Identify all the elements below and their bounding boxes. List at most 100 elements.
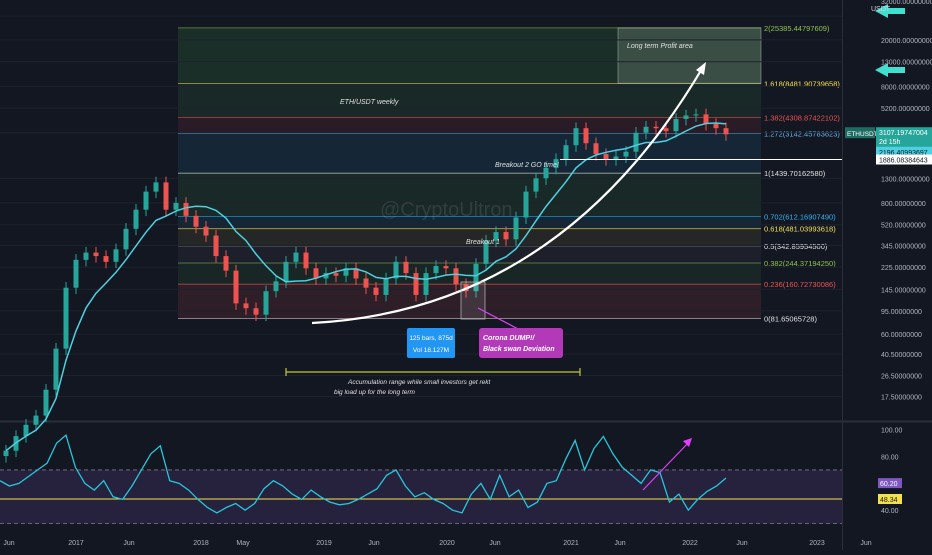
candle-body [73, 259, 79, 288]
symbol-tag-text: ETHUSDT [847, 131, 878, 138]
candle-body [203, 226, 209, 236]
time-axis-tick: Jun [368, 540, 379, 547]
candle-body [533, 178, 539, 192]
breakout-1-label: Breakout 1 [466, 239, 500, 246]
rsi-axis-tick: 80.00 [881, 455, 899, 462]
time-axis-tick: Jun [489, 540, 500, 547]
price-axis-tick: 32000.00000000 [881, 0, 932, 6]
candle-body [213, 235, 219, 257]
time-axis-tick: 2022 [682, 540, 698, 547]
candle-body [403, 261, 409, 274]
candle-body [343, 268, 349, 276]
fib-band [178, 173, 761, 217]
candle-body [453, 268, 459, 285]
fib-level-label: 0(81.65065728) [764, 314, 817, 323]
candle-body [663, 128, 669, 132]
candle-body [623, 151, 629, 157]
candle-body [563, 145, 569, 160]
candle-body [283, 261, 289, 282]
rsi-level-tag [878, 493, 902, 504]
candle-body [603, 154, 609, 160]
candle-body [163, 182, 169, 210]
candle-body [523, 191, 529, 218]
candle-body [473, 263, 479, 292]
fib-band [178, 228, 761, 246]
candle-body [543, 167, 549, 179]
range-box [460, 281, 486, 320]
price-axis-tick: 17.50000000 [881, 394, 922, 401]
ma-price-tag [876, 146, 932, 157]
price-axis-tick: 800.00000000 [881, 201, 926, 208]
chart-title: ETH/USDT weekly [340, 99, 399, 106]
range-info-volume: Vol 18.127M [413, 347, 449, 354]
fib-band [178, 133, 761, 174]
rsi-line [0, 433, 727, 514]
candle-body [393, 261, 399, 279]
accumulation-note-line1: Accumulation range while small investors… [347, 379, 492, 386]
range-info-box [407, 328, 455, 358]
candle-body [143, 191, 149, 210]
moving-average-line [5, 122, 727, 452]
candle-body [703, 114, 709, 125]
candle-body [383, 278, 389, 295]
fib-band [178, 83, 761, 118]
candle-body [613, 156, 619, 160]
candle-body [433, 266, 439, 274]
candles [3, 108, 729, 463]
fib-level-label: 0.618(481.03993618) [764, 225, 836, 234]
watermark: @CryptoUltron [380, 199, 513, 221]
time-axis-tick: May [236, 540, 250, 547]
corona-callout-box [479, 328, 563, 358]
candle-body [183, 202, 189, 216]
candle-body [413, 273, 419, 295]
rsi-axis-tick: 40.00 [881, 508, 899, 515]
fib-level-label: 1.382(4308.87422102) [764, 114, 840, 123]
fib-level-label: 1(1439.70162580) [764, 169, 826, 178]
candle-body [253, 308, 259, 315]
trend-curve-arrowhead [696, 62, 706, 75]
candle-body [653, 126, 659, 129]
time-axis-tick: Jun [3, 540, 14, 547]
time-axis-tick: 2017 [68, 540, 84, 547]
time-axis-tick: Jun [736, 540, 747, 547]
price-axis-tick: 13000.00000000 [881, 60, 932, 67]
time-axis-tick: 2023 [809, 540, 825, 547]
candle-body [423, 273, 429, 295]
fib-band [178, 245, 761, 263]
candle-body [353, 268, 359, 279]
candle-body [263, 291, 269, 315]
candle-body [103, 256, 109, 262]
crosshair-price-value: 1886.08384643 [879, 157, 928, 164]
fib-level-label: 0.236(160.72730086) [764, 280, 836, 289]
price-axis-tick: 8000.00000000 [881, 84, 930, 91]
candle-body [123, 228, 129, 250]
candle-body [713, 124, 719, 129]
candle-body [223, 256, 229, 271]
price-axis-tick: 40.50000000 [881, 352, 922, 359]
time-axis-tick: 2020 [439, 540, 455, 547]
time-axis-tick: Jun [860, 540, 871, 547]
candle-body [63, 287, 69, 349]
candle-body [53, 348, 59, 390]
candle-body [83, 252, 89, 260]
candle-body [513, 217, 519, 240]
range-info-bars: 125 bars, 875d [409, 335, 453, 342]
candle-body [273, 281, 279, 292]
candle-body [3, 450, 9, 457]
candle-body [93, 252, 99, 257]
current-price-value: 3107.19747004 [879, 130, 928, 137]
time-axis-tick: Jun [614, 540, 625, 547]
candle-body [503, 232, 509, 240]
candle-body [243, 303, 249, 309]
candle-body [643, 126, 649, 133]
candle-body [363, 278, 369, 288]
fib-level-label: 0.702(612.16907490) [764, 212, 836, 221]
rsi-level-tag [878, 478, 902, 489]
rsi-level-value: 60.20 [880, 481, 898, 488]
candle-body [113, 249, 119, 262]
rsi-band [0, 469, 842, 524]
fib-band [178, 27, 761, 84]
time-axis-tick: Jun [123, 540, 134, 547]
